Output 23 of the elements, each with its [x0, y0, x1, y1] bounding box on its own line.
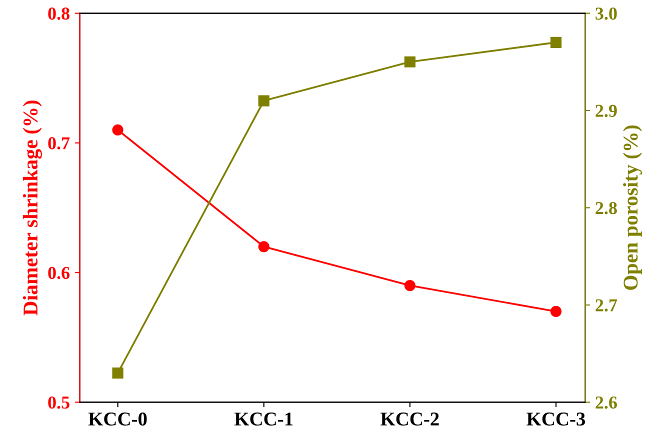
point [550, 36, 562, 48]
y2-tick-label: 3.0 [596, 8, 617, 20]
y2-tick-label: 2.8 [596, 202, 617, 214]
y2-tick-label: 2.6 [596, 396, 617, 409]
x-tick-label: KCC-1 [234, 412, 293, 426]
point [258, 95, 270, 106]
y-tick-label: 0.8 [48, 8, 70, 20]
x-tick-label: KCC-2 [380, 412, 439, 426]
y2-tick-label: 2.9 [596, 104, 617, 118]
point [112, 367, 124, 379]
point [258, 241, 270, 252]
point [112, 124, 124, 136]
y2-axis-title: Open porosity (%) [623, 126, 642, 290]
x-tick-label: KCC-0 [88, 412, 147, 426]
y-axis-title: Diameter shrinkage (%) [22, 100, 42, 316]
point [404, 56, 416, 68]
y2-tick-label: 2.7 [596, 299, 618, 312]
x-tick-label: KCC-3 [526, 412, 586, 426]
y-tick-label: 0.7 [48, 137, 70, 150]
y-tick-label: 0.5 [48, 396, 70, 409]
y-tick-label: 0.6 [48, 266, 70, 280]
point [404, 280, 416, 292]
point [550, 306, 562, 318]
